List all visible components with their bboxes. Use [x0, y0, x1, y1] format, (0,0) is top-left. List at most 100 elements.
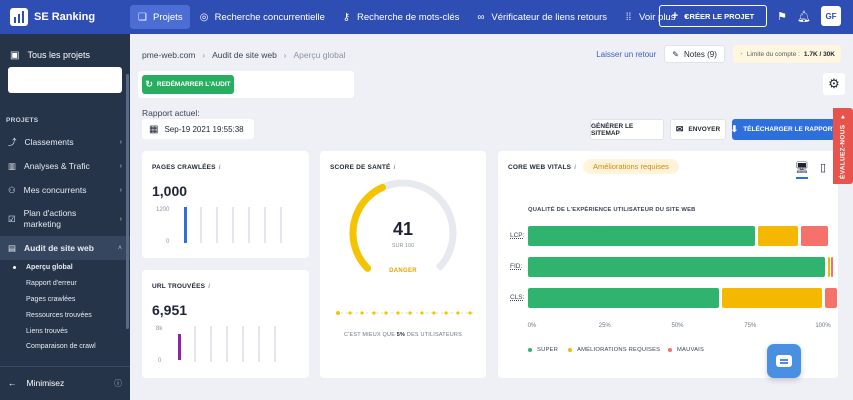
- avatar[interactable]: GF: [821, 6, 841, 26]
- restart-audit-button[interactable]: ↻ REDÉMARRER L'AUDIT: [142, 75, 234, 94]
- report-date-picker[interactable]: ▦ Sep-19 2021 19:55:38: [142, 119, 254, 139]
- info-icon[interactable]: i: [574, 165, 577, 171]
- urls-found-title: URL TROUVÉES: [152, 283, 206, 290]
- core-web-vitals-card[interactable]: CORE WEB VITALS i Améliorations requises …: [498, 151, 838, 378]
- urls-found-card[interactable]: URL TROUVÉES i 6,951 8k 0: [142, 270, 309, 378]
- cwv-bar-segment[interactable]: [827, 257, 830, 277]
- history-bar: [226, 326, 228, 362]
- download-report-label: TÉLÉCHARGER LE RAPPORT: [743, 126, 837, 133]
- cwv-bar-segment[interactable]: [528, 257, 825, 277]
- health-score-card[interactable]: SCORE DE SANTÉ i 41 SUR 100 DANGER C'EST …: [320, 151, 486, 378]
- nav-keyword-research[interactable]: ⚷ Recherche de mots-clés: [334, 5, 466, 29]
- chat-button[interactable]: [767, 344, 801, 378]
- sidebar-scrollbar[interactable]: [126, 74, 129, 329]
- cwv-bar-segment[interactable]: [831, 257, 833, 277]
- brand-logo[interactable]: SE Ranking: [0, 0, 130, 34]
- nav-projects[interactable]: ❏ Projets: [130, 5, 190, 29]
- notes-button[interactable]: ✎ Notes (9): [664, 45, 725, 63]
- help-icon[interactable]: ⓘ: [114, 378, 122, 388]
- top-right-actions: + CRÉER LE PROJET ⚑ 🔔︎ GF: [658, 5, 841, 27]
- audit-icon: ▤: [8, 242, 17, 253]
- sidebar-subitem-crawl-comparison[interactable]: Comparaison de crawl: [26, 343, 96, 351]
- history-bar: [216, 207, 218, 243]
- bell-icon[interactable]: 🔔︎: [797, 10, 811, 23]
- sidebar-item-label: Analyses & Trafic: [24, 161, 90, 171]
- cwv-legend-item: SUPER: [528, 347, 558, 353]
- notes-label: Notes (9): [683, 49, 717, 59]
- download-icon: ⬇: [730, 124, 739, 134]
- sidebar-item-site-audit[interactable]: ▤ Audit de site web ˄: [0, 236, 130, 260]
- pages-crawled-card[interactable]: PAGES CRAWLÉES i 1,000 1200 0: [142, 151, 309, 258]
- history-bar: [242, 326, 244, 362]
- nav-competitor-research[interactable]: ◎ Recherche concurrentielle: [192, 5, 332, 29]
- download-report-button[interactable]: ⬇ TÉLÉCHARGER LE RAPPORT: [730, 119, 837, 140]
- cwv-bar-segment[interactable]: [824, 288, 838, 308]
- cwv-row-label: LCP:: [510, 232, 525, 239]
- sidebar-item-marketing-plan[interactable]: ☑ Plan d'actions marketing ›: [0, 202, 130, 236]
- sidebar-item-label: Mes concurrents: [23, 185, 87, 195]
- breadcrumb: pme-web.com › Audit de site web › Aperçu…: [142, 50, 345, 60]
- health-status-label: DANGER: [389, 268, 417, 274]
- card-title: PAGES CRAWLÉES i: [152, 164, 221, 171]
- minimize-sidebar-button[interactable]: ← Minimisez ⓘ: [8, 378, 122, 388]
- target-icon: ◎: [199, 11, 209, 23]
- info-icon[interactable]: i: [218, 165, 221, 171]
- cwv-x-tick: 75%: [744, 323, 757, 329]
- info-icon[interactable]: i: [393, 165, 396, 171]
- cwv-status-badge: Améliorations requises: [583, 159, 679, 174]
- card-title: CORE WEB VITALS i: [508, 164, 576, 171]
- sidebar-subitem-overview[interactable]: Aperçu global: [0, 260, 130, 276]
- history-bar: [248, 207, 250, 243]
- all-projects-link[interactable]: ▣ Tous les projets: [0, 34, 130, 64]
- mobile-icon[interactable]: ▯: [820, 162, 827, 174]
- sidebar-item-analytics[interactable]: ▥ Analyses & Trafic ›: [0, 154, 130, 178]
- cwv-bar-segment[interactable]: [758, 226, 798, 246]
- restart-audit-panel: ↻ REDÉMARRER L'AUDIT: [138, 71, 354, 98]
- nav-projects-label: Projets: [153, 11, 183, 23]
- sidebar-subitem-crawled-pages[interactable]: Pages crawlées: [26, 295, 76, 303]
- leave-feedback-link[interactable]: Laisser un retour: [596, 49, 657, 59]
- cwv-bar-segment[interactable]: [528, 226, 756, 246]
- sidebar-subitem-error-report[interactable]: Rapport d'erreur: [26, 280, 77, 288]
- send-button[interactable]: ✉ ENVOYER: [670, 119, 726, 140]
- pages-crawled-value: 1,000: [152, 183, 188, 199]
- gear-icon: ⚙: [828, 76, 840, 91]
- cwv-bar-segment[interactable]: [528, 288, 719, 308]
- cwv-legend-item: AMÉLIORATIONS REQUISES: [568, 347, 660, 353]
- breadcrumb-site[interactable]: pme-web.com: [142, 50, 196, 60]
- send-label: ENVOYER: [688, 126, 721, 133]
- nav-more[interactable]: ⁞⁞ Voir plus ▾: [616, 5, 698, 29]
- sidebar-item-label: Audit de site web: [24, 243, 94, 253]
- flag-icon[interactable]: ⚑: [777, 10, 788, 23]
- history-bar: [232, 207, 234, 243]
- cwv-bar-segment[interactable]: [721, 288, 822, 308]
- account-limit-badge: ◔ Limite du compte : 1.7K / 30K: [732, 45, 841, 63]
- info-icon[interactable]: i: [208, 284, 211, 290]
- breadcrumb-section[interactable]: Audit de site web: [212, 50, 277, 60]
- sidebar-subitem-found-resources[interactable]: Ressources trouvées: [26, 311, 92, 319]
- key-icon: ⚷: [342, 11, 351, 23]
- cwv-bar-segment[interactable]: [800, 226, 828, 246]
- sidebar-item-rankings[interactable]: ⤴ Classements ›: [0, 130, 130, 154]
- nav-keyword-research-label: Recherche de mots-clés: [356, 11, 460, 23]
- project-select[interactable]: [8, 67, 122, 93]
- chevron-right-icon: ›: [119, 162, 122, 170]
- chevron-right-icon: ›: [119, 186, 122, 194]
- generate-sitemap-button[interactable]: GÉNÉRER LE SITEMAP: [590, 119, 664, 140]
- evaluate-us-tab[interactable]: ÉVALUEZ-NOUS ♥: [833, 108, 853, 184]
- settings-button[interactable]: ⚙: [823, 73, 845, 95]
- nav-backlink-checker[interactable]: ∞ Vérificateur de liens retours: [468, 5, 614, 29]
- desktop-icon[interactable]: 🖥︎: [795, 162, 809, 174]
- edit-icon: ✎: [672, 49, 679, 59]
- sidebar-item-competitors[interactable]: ⚇ Mes concurrents ›: [0, 178, 130, 202]
- layers-icon: ❏: [138, 11, 147, 23]
- health-score-max: SUR 100: [391, 243, 415, 249]
- cwv-chart: LCP: FID: CLS: 0% 25% 50% 75% 100% SUPER AMÉLIORA…: [498, 151, 838, 378]
- plus-icon: +: [671, 10, 679, 22]
- create-project-button[interactable]: + CRÉER LE PROJET: [658, 5, 768, 27]
- axis-top-label: 1200: [156, 207, 170, 213]
- all-projects-label: Tous les projets: [27, 50, 90, 60]
- grid-icon: ⁞⁞: [625, 11, 632, 23]
- sidebar-subitem-found-links[interactable]: Liens trouvés: [26, 327, 68, 335]
- restart-audit-label: REDÉMARRER L'AUDIT: [156, 81, 231, 88]
